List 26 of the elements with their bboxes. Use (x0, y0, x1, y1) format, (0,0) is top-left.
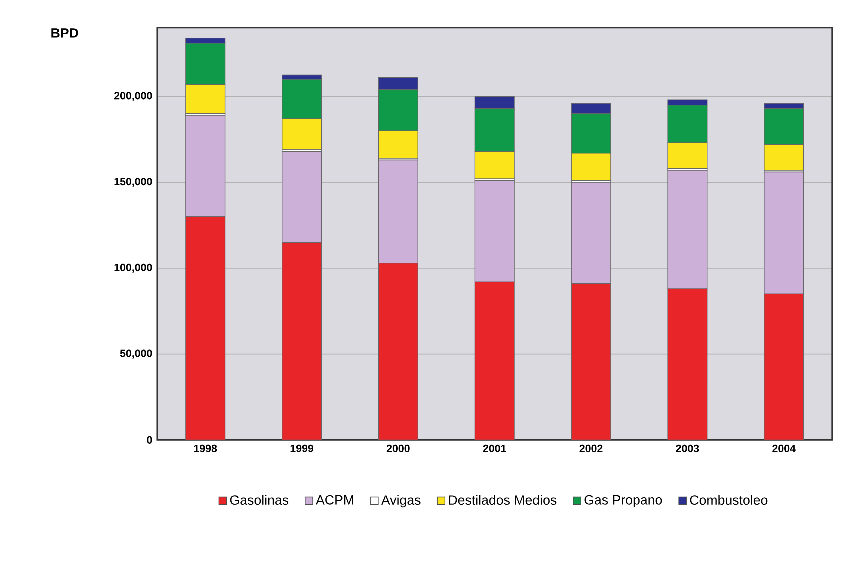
bar (186, 216, 226, 440)
x-tick-label: 1998 (194, 444, 218, 452)
bar (571, 284, 612, 440)
y-tick-label: 150,000 (114, 178, 152, 188)
bar (378, 263, 418, 440)
x-tick-label: 1999 (290, 444, 314, 452)
legend-label: Avigas (381, 495, 421, 508)
bar (764, 294, 804, 440)
x-tick-label: 2002 (580, 444, 603, 452)
legend-label: ACPM (316, 495, 354, 505)
x-tick-label: 2004 (772, 444, 796, 452)
legend-label: Gas Propano (584, 495, 662, 508)
x-tick-label: 2003 (676, 444, 700, 453)
bar (668, 288, 708, 440)
bar (474, 282, 515, 440)
legend-label: Gasolinas (230, 495, 289, 506)
y-tick-label: 0 (147, 436, 152, 444)
y-tick-label: 50,000 (120, 350, 152, 359)
legend-label: Combustoleo (690, 495, 768, 506)
x-tick-label: 2000 (386, 444, 410, 452)
y-axis-title: BPD (52, 28, 78, 38)
legend-label: Destilados Medios (449, 495, 557, 506)
x-tick-label: 2001 (483, 444, 506, 452)
y-tick-label: 200,000 (114, 92, 152, 102)
bar (282, 242, 322, 440)
y-tick-label: 100,000 (114, 264, 152, 274)
